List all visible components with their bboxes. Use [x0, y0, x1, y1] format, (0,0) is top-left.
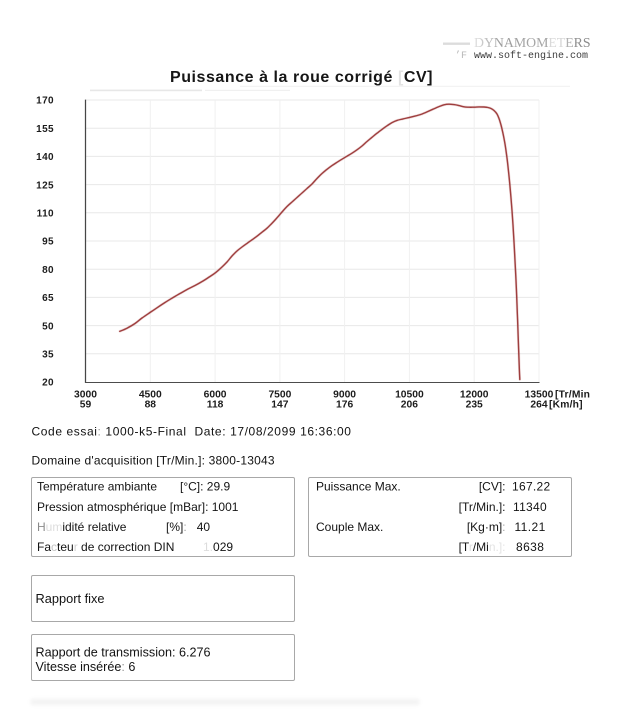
- svg-text:[Kg·m]:: [Kg·m]:: [467, 520, 506, 534]
- svg-text:Domaine d'acquisition [Tr/Min.: Domaine d'acquisition [Tr/Min.]: 3800-13…: [32, 454, 275, 468]
- svg-text:8638: 8638: [516, 540, 544, 554]
- svg-text:[CV]:: [CV]:: [479, 480, 506, 494]
- svg-text:110: 110: [37, 209, 54, 220]
- svg-text:[Km/h]: [Km/h]: [549, 400, 583, 411]
- svg-text:155: 155: [36, 124, 54, 135]
- svg-text:4500: 4500: [139, 390, 162, 401]
- svg-text:Humidité relative: Humidité relative: [37, 520, 127, 534]
- svg-text:[Tr/Min: [Tr/Min: [555, 390, 590, 401]
- svg-text:3000: 3000: [74, 390, 97, 401]
- svg-text:[Tr/Min.]:: [Tr/Min.]:: [459, 540, 506, 554]
- svg-text:170: 170: [36, 96, 54, 107]
- svg-text:80: 80: [42, 265, 54, 276]
- svg-text:35: 35: [42, 350, 54, 361]
- svg-text:12000: 12000: [460, 390, 489, 401]
- svg-text:59: 59: [80, 400, 92, 411]
- svg-text:7500: 7500: [268, 390, 291, 401]
- svg-text:Puissance Max.: Puissance Max.: [316, 480, 401, 494]
- svg-text:118: 118: [207, 400, 224, 411]
- svg-text:65: 65: [42, 293, 54, 304]
- svg-text:206: 206: [401, 400, 418, 411]
- svg-text:235: 235: [466, 400, 483, 411]
- svg-text:176: 176: [336, 400, 353, 411]
- svg-text:DYNAMOMETERS: DYNAMOMETERS: [474, 35, 591, 50]
- svg-text:125: 125: [36, 180, 54, 191]
- svg-text:167.22: 167.22: [512, 480, 551, 494]
- svg-text:Vitesse insérée: 6: Vitesse insérée: 6: [36, 660, 136, 674]
- svg-text:9000: 9000: [333, 390, 356, 401]
- svg-text:1.029: 1.029: [203, 540, 233, 554]
- svg-text:264: 264: [530, 400, 547, 411]
- svg-text:Température ambiante: Température ambiante: [37, 480, 157, 494]
- svg-text:[Tr/Min.]:: [Tr/Min.]:: [459, 500, 506, 514]
- svg-text:Rapport fixe: Rapport fixe: [36, 591, 105, 606]
- svg-text:11.21: 11.21: [515, 520, 546, 534]
- svg-text:Puissance à la roue corrigé [C: Puissance à la roue corrigé [CV]: [170, 69, 433, 86]
- svg-text:88: 88: [145, 400, 157, 411]
- svg-text:11340: 11340: [513, 500, 547, 514]
- svg-text:[°C]: 29.9: [°C]: 29.9: [180, 480, 230, 494]
- svg-text:Pression atmosphérique [mBar]:: Pression atmosphérique [mBar]: 1001: [37, 500, 239, 514]
- svg-text:147: 147: [271, 400, 288, 411]
- svg-text:’F: ’F: [455, 50, 467, 62]
- svg-text:50: 50: [42, 321, 54, 332]
- svg-text:[%]: 40: [%]: 40: [166, 520, 210, 534]
- svg-text:6000: 6000: [204, 390, 227, 401]
- svg-text:10500: 10500: [395, 390, 424, 401]
- svg-text:140: 140: [36, 152, 54, 163]
- svg-text:13500: 13500: [525, 390, 554, 401]
- svg-text:Couple Max.: Couple Max.: [316, 520, 383, 534]
- svg-text:95: 95: [42, 237, 54, 248]
- svg-text:Code essai: 1000-k5-Final Dat: Code essai: 1000-k5-Final Date: 17/08/20…: [32, 424, 352, 438]
- svg-text:20: 20: [42, 378, 54, 389]
- svg-text:Rapport de transmission: 6.276: Rapport de transmission: 6.276: [36, 645, 211, 659]
- svg-text:www.soft-engine.com: www.soft-engine.com: [474, 50, 588, 62]
- svg-text:Facteur de correction DIN: Facteur de correction DIN: [37, 540, 174, 554]
